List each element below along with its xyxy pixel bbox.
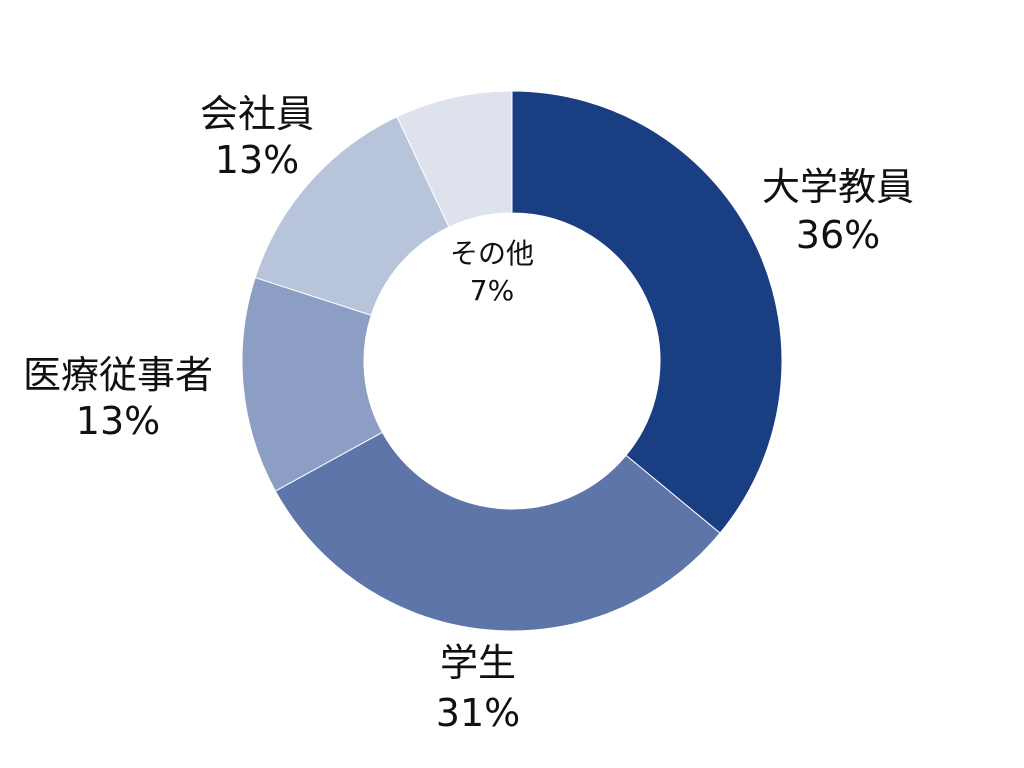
slice-category-label: 学生 [440, 641, 516, 685]
donut-slice [511, 90, 783, 534]
slice-value-label: 13% [76, 399, 160, 443]
slice-value-label: 31% [436, 691, 520, 735]
slice-category-label: 会社員 [200, 92, 314, 136]
slice-category-label: 医療従事者 [23, 353, 213, 397]
slice-value-label: 36% [796, 213, 880, 257]
slice-category-label: その他 [450, 237, 534, 270]
donut-slices [241, 90, 783, 632]
donut-slice [254, 116, 450, 316]
slice-value-label: 13% [215, 138, 299, 182]
slice-category-label: 大学教員 [762, 165, 914, 209]
donut-slice [396, 90, 513, 228]
donut-slice [241, 276, 383, 492]
slice-value-label: 7% [470, 274, 514, 307]
donut-slice [274, 431, 721, 632]
